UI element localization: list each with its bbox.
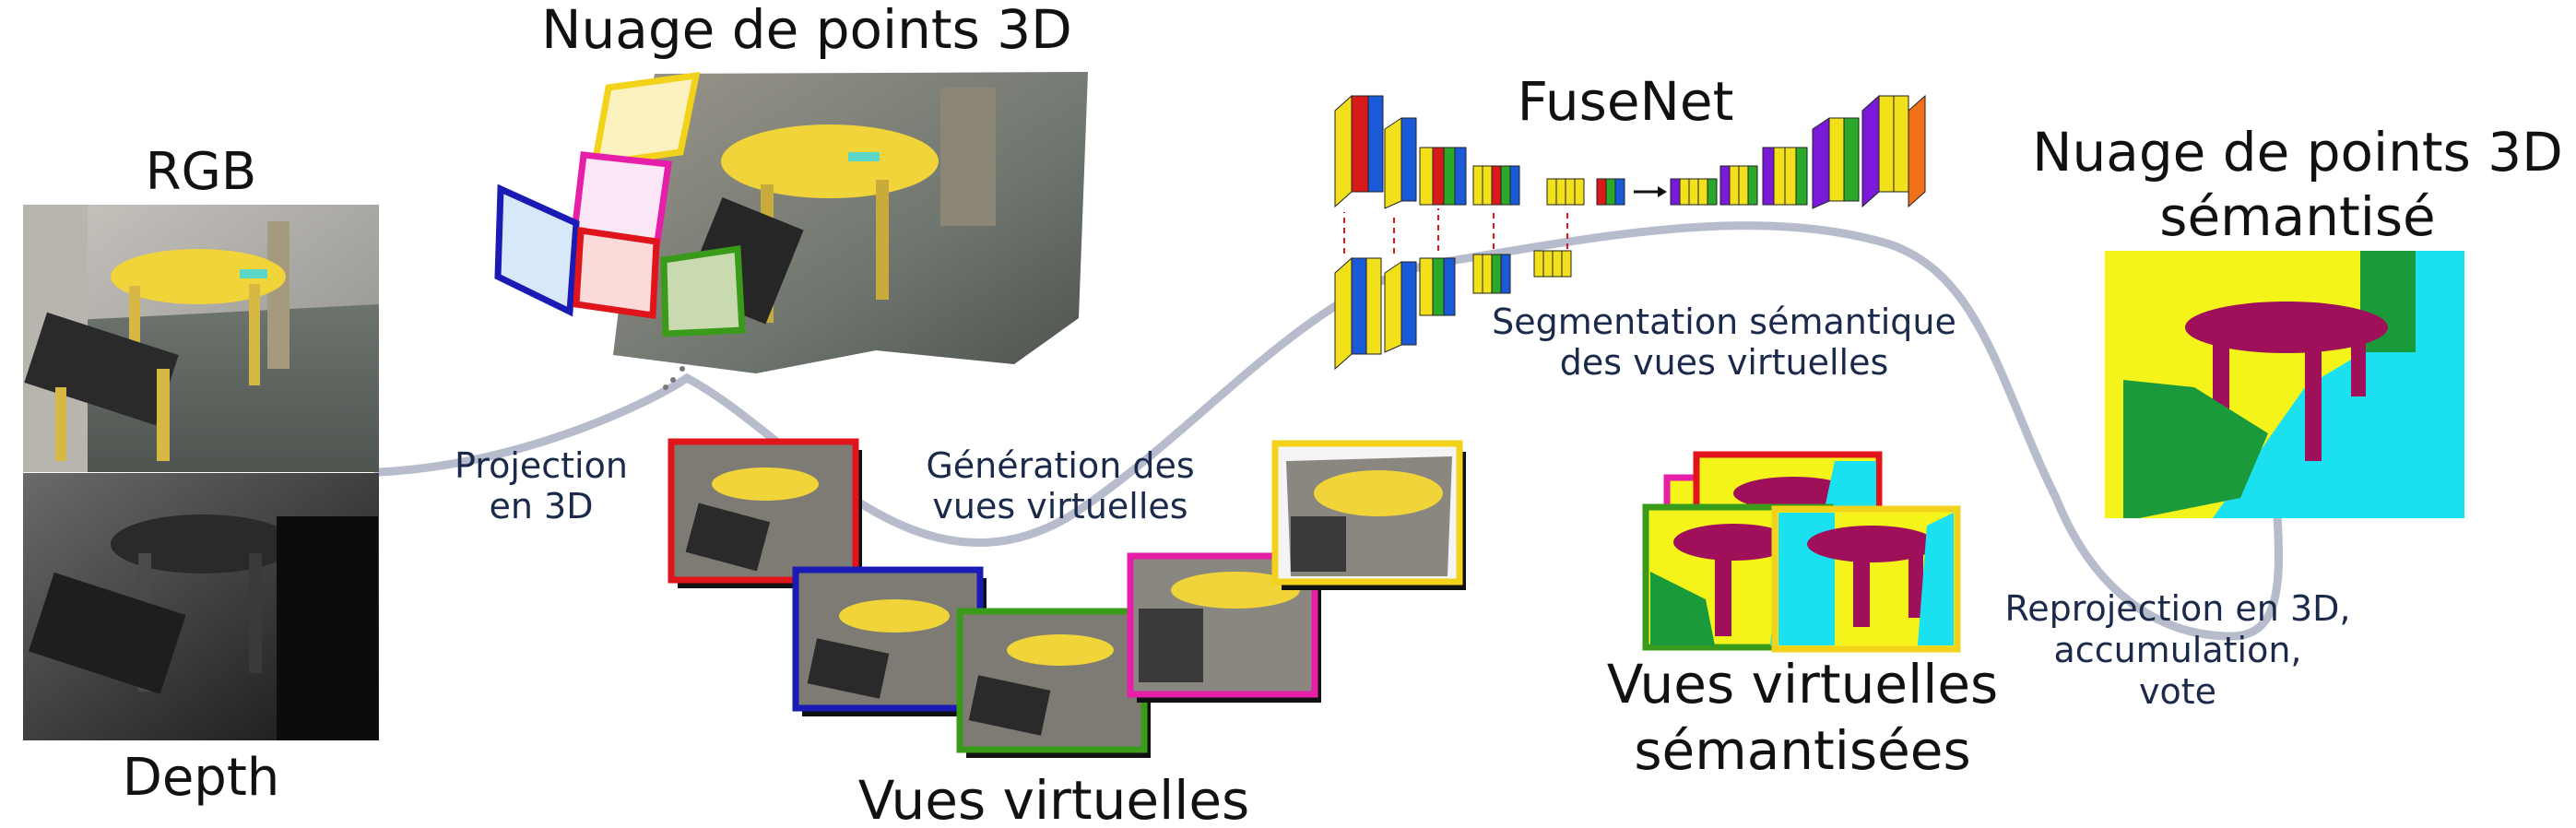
projection-label-line1: Projection xyxy=(455,445,628,486)
segmentation-label-line1: Segmentation sémantique xyxy=(1492,302,1956,342)
semantic-views-label-line2: sémantisées xyxy=(1634,719,1970,782)
fusenet-decoder xyxy=(1334,94,1926,209)
semantic-view-yellow xyxy=(1771,505,1961,653)
semantic-virtual-views xyxy=(1642,451,1961,653)
fusenet-label: FuseNet xyxy=(1518,70,1734,133)
virtual-view-green xyxy=(956,608,1151,758)
semantic-cloud-label-line2: sémantisé xyxy=(2159,185,2435,248)
semantic-point-cloud-image xyxy=(2105,251,2464,518)
virtual-views xyxy=(668,438,1466,758)
fusenet-network xyxy=(1334,94,1926,371)
flow-curve xyxy=(373,221,2283,641)
generation-label-line2: vues virtuelles xyxy=(932,486,1188,526)
camera-frames xyxy=(494,71,746,337)
virtual-views-label: Vues virtuelles xyxy=(858,769,1249,828)
virtual-view-red xyxy=(668,438,862,588)
reprojection-label-line3: vote xyxy=(2139,671,2216,712)
rgb-label: RGB xyxy=(146,142,257,202)
reprojection-label-line1: Reprojection en 3D, xyxy=(2005,588,2351,629)
rgb-image xyxy=(23,205,379,472)
semantic-cloud-label-line1: Nuage de points 3D xyxy=(2032,121,2563,183)
semantic-views-label-line1: Vues virtuelles xyxy=(1607,653,1998,716)
generation-label-line1: Génération des xyxy=(926,445,1194,486)
virtual-view-yellow xyxy=(1271,440,1466,590)
fusenet-depth-encoder xyxy=(1334,250,1572,371)
depth-label: Depth xyxy=(123,748,280,808)
fusion-arrows xyxy=(1343,208,1568,254)
reprojection-label-line2: accumulation, xyxy=(2054,630,2302,670)
depth-image xyxy=(23,473,379,740)
point-cloud-label: Nuage de points 3D xyxy=(541,0,1072,61)
projection-label-line2: en 3D xyxy=(490,486,594,526)
point-cloud-image xyxy=(613,72,1088,390)
segmentation-label-line2: des vues virtuelles xyxy=(1560,342,1889,383)
